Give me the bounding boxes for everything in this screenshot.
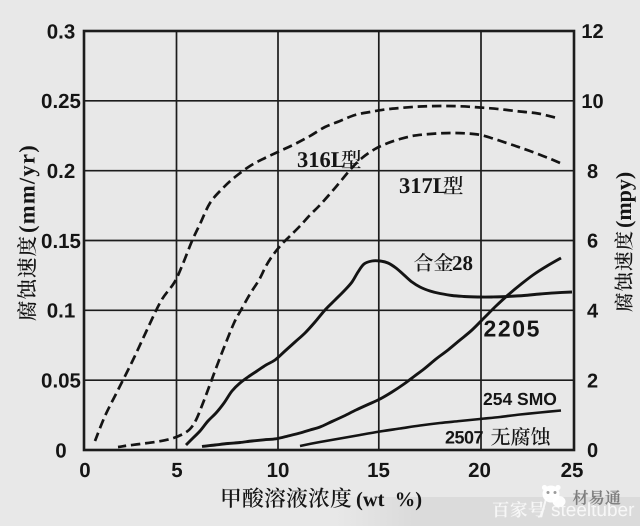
svg-text:0: 0 [55, 439, 66, 462]
svg-text:5: 5 [171, 459, 182, 482]
svg-text:0.05: 0.05 [41, 370, 81, 393]
svg-text:10: 10 [267, 459, 290, 482]
svg-text:28: 28 [452, 251, 473, 275]
svg-text:4: 4 [587, 301, 599, 323]
svg-text:2507: 2507 [445, 428, 484, 448]
svg-text:0.3: 0.3 [47, 20, 76, 43]
svg-text:6: 6 [587, 231, 598, 253]
svg-text:0: 0 [79, 459, 90, 482]
svg-text:0: 0 [587, 440, 598, 462]
svg-text:0.15: 0.15 [41, 230, 81, 253]
svg-text:25: 25 [561, 459, 584, 482]
svg-text:316L: 316L [297, 147, 346, 172]
svg-text:2205: 2205 [484, 316, 542, 342]
svg-text:0.25: 0.25 [41, 90, 81, 113]
svg-text:2: 2 [587, 370, 598, 392]
svg-text:/: / [540, 493, 548, 523]
svg-text:254 SMO: 254 SMO [483, 389, 557, 409]
svg-text:0.2: 0.2 [47, 160, 76, 183]
svg-text:8: 8 [587, 161, 598, 183]
svg-text:steeltuber: steeltuber [551, 500, 635, 521]
svg-text:317L: 317L [399, 173, 448, 198]
svg-text:12: 12 [581, 21, 603, 43]
svg-text:15: 15 [367, 459, 390, 482]
svg-text:10: 10 [581, 91, 603, 113]
svg-text:0.1: 0.1 [47, 300, 76, 323]
svg-text:(mpy): (mpy) [611, 172, 636, 228]
svg-text:20: 20 [468, 459, 491, 482]
svg-text:(mm/yr): (mm/yr) [15, 144, 40, 233]
